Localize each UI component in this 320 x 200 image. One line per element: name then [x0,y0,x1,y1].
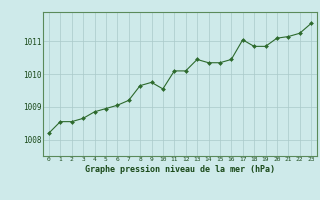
X-axis label: Graphe pression niveau de la mer (hPa): Graphe pression niveau de la mer (hPa) [85,165,275,174]
